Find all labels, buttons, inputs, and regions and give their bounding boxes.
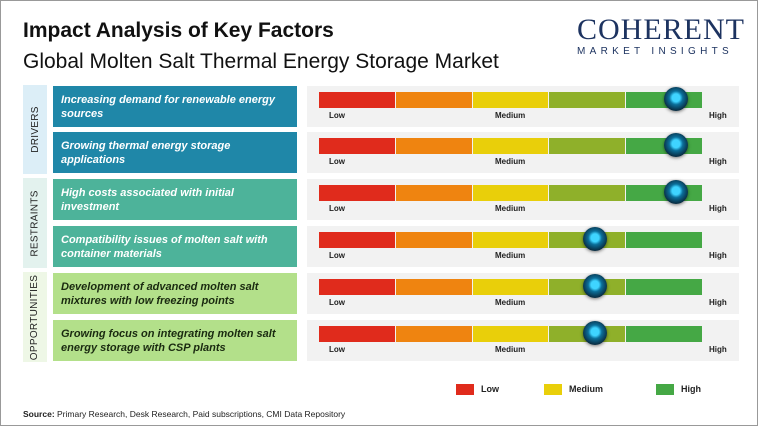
legend-label: Medium — [569, 384, 604, 394]
scale-label-medium: Medium — [495, 345, 526, 354]
gauge-segment — [395, 279, 472, 295]
gauge-segment — [319, 185, 395, 201]
source-text: Primary Research, Desk Research, Paid su… — [54, 409, 346, 419]
factor-label: Growing focus on integrating molten salt… — [53, 320, 297, 361]
gauge-segment — [319, 232, 395, 248]
category-name: RESTRAINTS — [29, 189, 41, 257]
gauge-segment — [549, 138, 626, 154]
gauge-segment — [626, 279, 702, 295]
gauge-segment — [395, 232, 472, 248]
scale-label-low: Low — [329, 157, 345, 166]
impact-gauge: Low Medium High — [307, 320, 739, 361]
impact-gauge: Low Medium High — [307, 179, 739, 220]
legend-swatch-low — [456, 384, 474, 395]
category-name: OPPORTUNITIES — [29, 274, 41, 360]
category-name: DRIVERS — [29, 106, 41, 153]
source-note: Source: Primary Research, Desk Research,… — [23, 409, 345, 419]
scale-label-high: High — [709, 157, 727, 166]
legend-swatch-medium — [544, 384, 562, 395]
impact-indicator-knob — [664, 87, 689, 111]
impact-gauge: Low Medium High — [307, 273, 739, 314]
gauge-segment — [319, 92, 395, 108]
impact-indicator-knob — [583, 274, 608, 298]
logo-text-bottom: MARKET INSIGHTS — [577, 46, 733, 57]
impact-indicator-knob — [583, 227, 608, 251]
gauge-segment — [472, 279, 549, 295]
scale-label-low: Low — [329, 251, 345, 260]
scale-label-medium: Medium — [495, 157, 526, 166]
impact-gauge: Low Medium High — [307, 132, 739, 173]
gauge-segment — [395, 185, 472, 201]
impact-gauge: Low Medium High — [307, 86, 739, 127]
impact-gauge: Low Medium High — [307, 226, 739, 267]
category-label-restraints: RESTRAINTS — [23, 178, 47, 268]
scale-label-medium: Medium — [495, 204, 526, 213]
scale-label-high: High — [709, 251, 727, 260]
category-label-drivers: DRIVERS — [23, 85, 47, 174]
scale-label-low: Low — [329, 204, 345, 213]
impact-indicator-knob — [583, 321, 608, 345]
scale-label-high: High — [709, 345, 727, 354]
scale-label-high: High — [709, 204, 727, 213]
gauge-segment — [549, 92, 626, 108]
factor-label: Compatibility issues of molten salt with… — [53, 226, 297, 267]
legend-label: High — [681, 384, 701, 394]
legend-swatch-high — [656, 384, 674, 395]
company-logo: COHERENT MARKET INSIGHTS — [577, 13, 747, 58]
factor-label: Increasing demand for renewable energy s… — [53, 86, 297, 127]
gauge-segment — [472, 138, 549, 154]
scale-label-medium: Medium — [495, 111, 526, 120]
logo-text-top: COHERENT — [577, 13, 745, 46]
scale-label-medium: Medium — [495, 298, 526, 307]
gauge-segment — [472, 185, 549, 201]
scale-label-medium: Medium — [495, 251, 526, 260]
chart-title: Impact Analysis of Key Factors — [23, 19, 334, 42]
gauge-segment — [472, 326, 549, 342]
gauge-segment — [395, 92, 472, 108]
gauge-segment — [472, 232, 549, 248]
factor-label: Development of advanced molten salt mixt… — [53, 273, 297, 314]
gauge-segment — [472, 92, 549, 108]
gauge-segment — [395, 138, 472, 154]
chart-subtitle: Global Molten Salt Thermal Energy Storag… — [23, 50, 499, 73]
scale-label-high: High — [709, 298, 727, 307]
gauge-segment — [626, 326, 702, 342]
scale-label-high: High — [709, 111, 727, 120]
scale-label-low: Low — [329, 345, 345, 354]
factor-label: Growing thermal energy storage applicati… — [53, 132, 297, 173]
gauge-segment — [319, 326, 395, 342]
gauge-segment — [626, 232, 702, 248]
impact-indicator-knob — [664, 133, 689, 157]
scale-label-low: Low — [329, 298, 345, 307]
gauge-segment — [319, 138, 395, 154]
scale-label-low: Low — [329, 111, 345, 120]
category-label-opportunities: OPPORTUNITIES — [23, 272, 47, 362]
impact-indicator-knob — [664, 180, 689, 204]
source-label: Source: — [23, 409, 55, 419]
gauge-segment — [319, 279, 395, 295]
factor-label: High costs associated with initial inves… — [53, 179, 297, 220]
gauge-segment — [395, 326, 472, 342]
legend-label: Low — [481, 384, 499, 394]
gauge-segment — [549, 185, 626, 201]
